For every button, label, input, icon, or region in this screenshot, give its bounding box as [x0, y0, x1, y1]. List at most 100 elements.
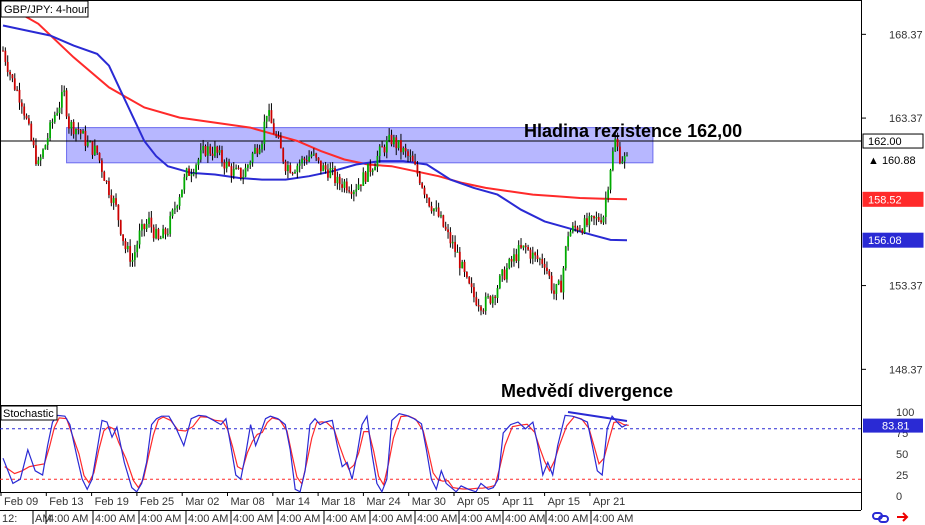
candle-body: [148, 217, 150, 224]
candle: [581, 228, 584, 235]
date-tick-label: Mar 24: [366, 496, 400, 508]
candle: [416, 161, 419, 177]
candle: [600, 213, 602, 225]
stochastic-tick-label: 25: [896, 470, 908, 482]
candle: [310, 151, 313, 159]
candle-body: [442, 215, 445, 227]
candle-body: [487, 296, 489, 298]
candle-body: [239, 167, 242, 178]
candle-body: [204, 146, 207, 156]
candle-body: [378, 146, 381, 156]
candle-body: [305, 159, 308, 162]
candle: [162, 224, 165, 239]
candle: [548, 269, 551, 280]
stochastic-title: Stochastic: [3, 408, 54, 420]
candle: [517, 240, 520, 269]
candle: [75, 128, 77, 142]
candle-body: [176, 205, 179, 209]
candle: [586, 212, 588, 228]
candle: [51, 118, 54, 129]
time-tick-label: 4:00 AM: [233, 513, 273, 525]
candle: [305, 155, 308, 165]
candle: [541, 253, 544, 268]
candle: [108, 177, 110, 199]
candle-body: [423, 187, 426, 195]
candle-body: [63, 90, 66, 93]
candle: [221, 145, 223, 167]
candle: [614, 131, 617, 152]
candle-body: [155, 229, 157, 239]
candle-body: [197, 159, 200, 166]
candle-body: [593, 215, 595, 219]
candle-body: [39, 157, 42, 161]
candle: [484, 292, 487, 315]
candle: [249, 160, 252, 169]
candle-body: [171, 209, 174, 217]
candle: [602, 215, 605, 225]
candle-body: [360, 184, 362, 186]
candle: [308, 150, 311, 163]
link-icon[interactable]: [872, 512, 889, 523]
candle: [348, 186, 351, 194]
candle: [126, 242, 129, 253]
candle: [404, 143, 407, 158]
price-tick-label: 163.37: [889, 113, 923, 125]
candle: [287, 161, 289, 179]
candle: [489, 295, 492, 305]
candle: [122, 234, 124, 246]
candle: [143, 223, 146, 237]
candle: [510, 255, 513, 268]
candle-body: [336, 176, 339, 184]
candle-body: [315, 153, 318, 158]
candle-body: [265, 115, 268, 122]
candle-body: [430, 206, 433, 212]
candle-body: [385, 140, 388, 153]
candle: [9, 69, 11, 81]
candle-body: [348, 190, 351, 192]
candle-body: [42, 149, 44, 158]
candle: [498, 274, 501, 290]
candle: [53, 111, 56, 124]
date-tick-label: Apr 05: [457, 496, 489, 508]
arrow-right-icon[interactable]: [897, 512, 909, 522]
candle: [317, 157, 320, 164]
candle-body: [202, 146, 205, 151]
candle: [63, 85, 66, 97]
candle-body: [143, 224, 146, 230]
candle: [345, 178, 348, 194]
candle: [407, 149, 409, 163]
candle: [392, 134, 395, 148]
candle-body: [421, 183, 424, 188]
candle: [350, 184, 353, 199]
candle: [28, 114, 30, 126]
candle: [475, 291, 478, 307]
candle-body: [100, 160, 103, 172]
candle: [192, 168, 195, 177]
candle-body: [397, 140, 400, 149]
candle-body: [369, 163, 372, 172]
time-tick-label: 12:: [2, 513, 17, 525]
candle-body: [72, 121, 75, 135]
candle-body: [357, 184, 360, 190]
candle-body: [579, 229, 581, 231]
candle-body: [454, 241, 457, 252]
candle-body: [513, 254, 515, 262]
candle-body: [75, 128, 77, 135]
candle: [251, 151, 254, 167]
time-tick-label: AM: [35, 513, 52, 525]
candle: [65, 87, 68, 120]
price-tag-label: 158.52: [868, 194, 902, 206]
candle: [579, 225, 581, 232]
candle: [341, 178, 343, 193]
candle-body: [214, 146, 216, 156]
candle-body: [371, 170, 374, 172]
candle-body: [428, 197, 431, 207]
candle: [482, 308, 485, 315]
ma-slow-red-line: [2, 2, 628, 201]
candle-body: [258, 149, 261, 154]
candle-body: [232, 169, 235, 176]
candle-body: [35, 145, 37, 165]
candle: [444, 221, 447, 231]
candle: [232, 162, 235, 180]
candle-body: [425, 194, 428, 198]
